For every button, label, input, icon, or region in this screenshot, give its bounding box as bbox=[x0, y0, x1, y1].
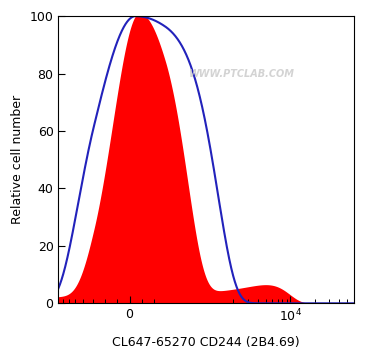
Y-axis label: Relative cell number: Relative cell number bbox=[11, 95, 24, 224]
X-axis label: CL647-65270 CD244 (2B4.69): CL647-65270 CD244 (2B4.69) bbox=[112, 336, 300, 349]
Text: WWW.PTCLAB.COM: WWW.PTCLAB.COM bbox=[189, 68, 295, 78]
